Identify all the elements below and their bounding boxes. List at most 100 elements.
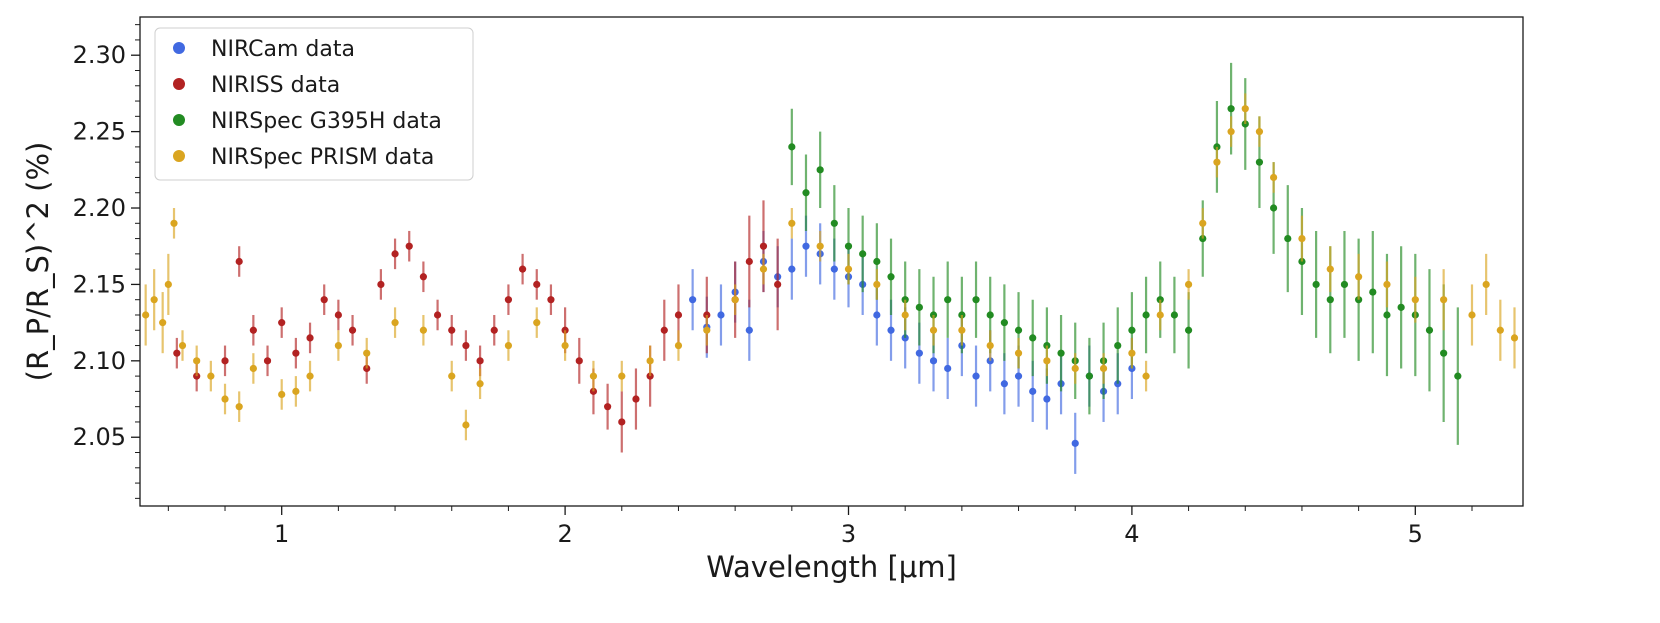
y-tick-label: 2.10	[73, 347, 126, 375]
data-point	[1425, 326, 1434, 334]
legend-label: NIRCam data	[211, 37, 355, 62]
data-point	[363, 349, 371, 357]
data-point	[1000, 319, 1008, 327]
data-point	[1014, 349, 1023, 357]
data-point	[292, 387, 300, 395]
data-point	[419, 326, 428, 334]
data-point	[1227, 128, 1235, 136]
data-point	[207, 372, 215, 380]
data-point	[1340, 280, 1349, 289]
data-point	[929, 326, 938, 334]
data-point	[873, 257, 881, 266]
data-point	[816, 166, 824, 174]
legend-marker	[173, 42, 185, 54]
data-point	[235, 257, 243, 266]
data-point	[1454, 372, 1462, 380]
axis-frame	[139, 16, 1524, 507]
data-point	[221, 357, 229, 365]
data-point	[1298, 234, 1306, 243]
x-tick-label: 2	[557, 520, 572, 548]
data-point	[972, 372, 980, 380]
series-nirspec-g395h-data	[788, 62, 1462, 445]
data-point	[1057, 349, 1065, 357]
data-point	[533, 280, 541, 289]
data-point	[1510, 334, 1519, 342]
data-point	[142, 311, 150, 319]
data-point	[887, 326, 895, 334]
data-point	[490, 326, 498, 334]
data-point	[433, 311, 442, 319]
data-point	[1043, 357, 1051, 365]
data-point	[1355, 273, 1363, 281]
data-point	[816, 242, 824, 250]
data-point	[1468, 311, 1476, 319]
data-point	[1014, 326, 1023, 334]
data-point	[1184, 326, 1193, 334]
data-point	[703, 326, 711, 334]
data-point	[986, 311, 994, 319]
plot-frame	[139, 16, 1524, 507]
data-point	[604, 403, 612, 411]
data-point	[1440, 296, 1448, 304]
data-point	[887, 273, 895, 281]
legend-marker	[173, 78, 185, 90]
data-point	[1383, 311, 1391, 319]
data-point	[774, 280, 782, 289]
data-point	[1255, 128, 1264, 136]
data-point	[972, 296, 980, 304]
data-point	[844, 265, 853, 273]
data-point	[1241, 105, 1249, 113]
data-point	[986, 341, 994, 350]
data-point	[660, 326, 668, 334]
data-point	[844, 242, 853, 250]
data-point	[377, 280, 385, 289]
data-point	[759, 242, 768, 250]
data-point	[334, 311, 342, 319]
data-point	[1071, 439, 1079, 447]
data-point	[547, 296, 555, 304]
data-point	[618, 372, 626, 380]
data-point	[178, 341, 187, 350]
x-axis: 1 2 3 4 5	[167, 506, 1473, 548]
data-point	[391, 319, 399, 327]
data-point	[1270, 204, 1278, 212]
data-point	[561, 341, 569, 350]
y-tick-label: 2.20	[73, 194, 126, 222]
data-point	[830, 265, 838, 273]
legend-marker	[173, 150, 185, 162]
data-point	[504, 341, 513, 350]
data-point	[1114, 341, 1122, 350]
data-point	[249, 326, 257, 334]
data-point	[802, 242, 810, 250]
data-point	[1496, 326, 1504, 334]
data-point	[1099, 364, 1108, 373]
data-point	[173, 349, 181, 357]
x-tick-label: 3	[841, 520, 856, 548]
data-point	[1156, 311, 1164, 319]
data-point	[575, 357, 583, 365]
data-point	[1142, 372, 1150, 380]
data-point	[1128, 349, 1136, 357]
legend-label: NIRSpec PRISM data	[211, 145, 434, 170]
data-point	[1369, 288, 1377, 296]
data-point	[859, 250, 867, 258]
data-point	[674, 311, 683, 319]
series-niriss-data	[173, 200, 782, 453]
data-point	[1284, 234, 1292, 243]
data-point	[1213, 158, 1221, 166]
data-point	[1482, 280, 1490, 289]
data-point	[689, 296, 697, 304]
y-tick-label: 2.25	[73, 118, 126, 146]
data-point	[1184, 280, 1193, 289]
data-point	[306, 334, 314, 342]
data-point	[320, 296, 328, 304]
data-point	[235, 403, 243, 411]
legend: NIRCam data NIRISS data NIRSpec G395H data…	[154, 27, 474, 181]
x-tick-label: 4	[1124, 520, 1139, 548]
data-point	[159, 319, 167, 327]
series-nirspec-prism-data	[142, 93, 1519, 441]
data-point	[1270, 173, 1278, 182]
data-point	[448, 326, 456, 334]
data-point	[1142, 311, 1150, 319]
data-point	[1397, 303, 1405, 311]
